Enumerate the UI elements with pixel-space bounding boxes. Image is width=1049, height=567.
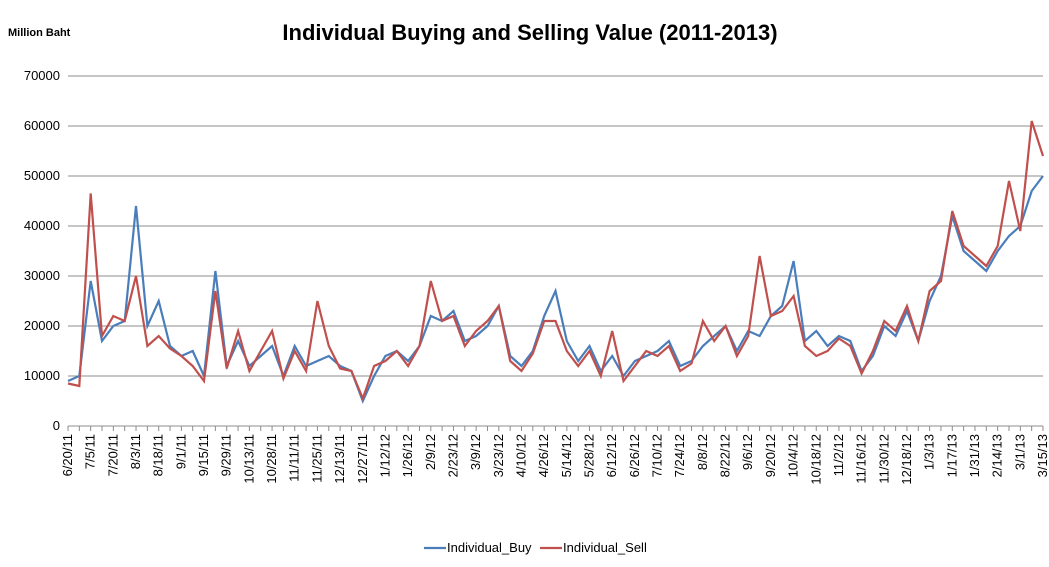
x-tick-label: 3/9/12 — [468, 434, 483, 470]
x-tick-label: 8/18/11 — [151, 434, 166, 476]
x-tick-label: 9/20/12 — [763, 434, 778, 477]
y-tick-label: 60000 — [24, 118, 60, 133]
chart-title: Individual Buying and Selling Value (201… — [282, 20, 777, 45]
x-tick-label: 10/28/11 — [264, 434, 279, 484]
x-tick-label: 9/15/11 — [196, 434, 211, 476]
x-tick-label: 8/3/11 — [128, 434, 143, 469]
x-tick-label: 6/20/11 — [60, 434, 75, 476]
x-tick-label: 8/22/12 — [718, 434, 733, 477]
legend-label: Individual_Sell — [563, 540, 647, 555]
y-tick-label: 20000 — [24, 318, 60, 333]
x-tick-label: 10/18/12 — [808, 434, 823, 485]
y-tick-label: 0 — [53, 418, 60, 433]
x-tick-label: 2/14/13 — [990, 434, 1005, 477]
x-tick-label: 12/27/11 — [355, 434, 370, 484]
x-tick-label: 1/26/12 — [400, 434, 415, 477]
x-tick-label: 2/9/12 — [423, 434, 438, 470]
x-tick-label: 4/10/12 — [513, 434, 528, 477]
x-tick-label: 3/23/12 — [491, 434, 506, 477]
y-tick-label: 40000 — [24, 218, 60, 233]
x-tick-label: 1/17/13 — [944, 434, 959, 477]
x-tick-label: 11/11/11 — [287, 434, 302, 482]
x-tick-label: 2/23/12 — [445, 434, 460, 477]
x-tick-label: 1/31/13 — [967, 434, 982, 477]
x-tick-label: 8/8/12 — [695, 434, 710, 470]
y-axis-label: Million Baht — [8, 27, 71, 39]
x-tick-label: 6/26/12 — [627, 434, 642, 477]
x-tick-label: 9/29/11 — [219, 434, 234, 476]
x-tick-label: 7/5/11 — [83, 434, 98, 469]
y-tick-label: 70000 — [24, 68, 60, 83]
x-tick-label: 11/30/12 — [876, 434, 891, 484]
x-tick-label: 9/1/11 — [173, 434, 188, 469]
x-tick-label: 1/12/12 — [377, 434, 392, 477]
x-tick-label: 5/14/12 — [559, 434, 574, 477]
x-tick-label: 3/1/13 — [1012, 434, 1027, 470]
x-tick-label: 7/10/12 — [650, 434, 665, 477]
y-tick-label: 30000 — [24, 268, 60, 283]
x-tick-label: 1/3/13 — [922, 434, 937, 470]
y-tick-label: 50000 — [24, 168, 60, 183]
x-tick-label: 10/4/12 — [786, 434, 801, 477]
legend-label: Individual_Buy — [447, 540, 532, 555]
x-tick-label: 10/13/11 — [241, 434, 256, 484]
line-series — [67, 175, 1044, 404]
x-tick-label: 7/20/11 — [105, 434, 120, 476]
line-series — [67, 120, 1045, 402]
x-tick-label: 7/24/12 — [672, 434, 687, 477]
x-tick-label: 11/25/11 — [309, 434, 324, 483]
x-tick-label: 12/13/11 — [332, 434, 347, 484]
x-tick-label: 11/16/12 — [854, 434, 869, 484]
x-tick-label: 3/15/13 — [1035, 434, 1049, 477]
x-tick-label: 5/28/12 — [582, 434, 597, 477]
x-tick-label: 11/2/12 — [831, 434, 846, 476]
x-tick-label: 4/26/12 — [536, 434, 551, 477]
x-tick-label: 9/6/12 — [740, 434, 755, 470]
x-tick-label: 6/12/12 — [604, 434, 619, 477]
y-tick-label: 10000 — [24, 368, 60, 383]
x-tick-label: 12/18/12 — [899, 434, 914, 485]
